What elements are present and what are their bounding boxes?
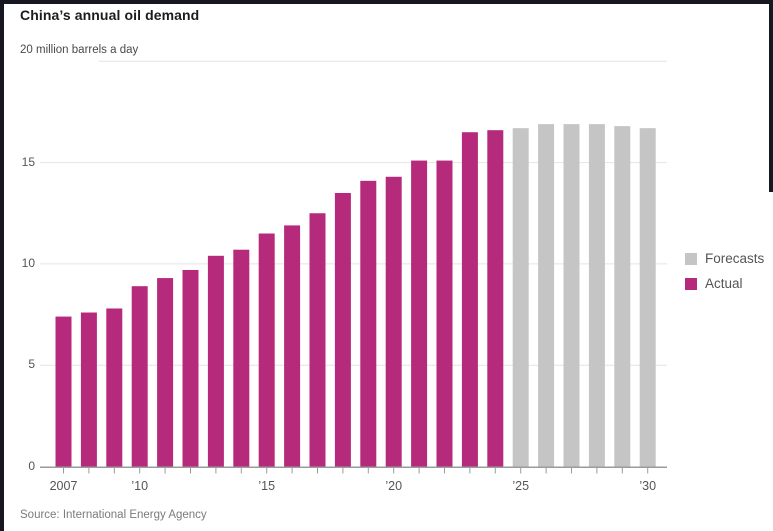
x-tick-label-2010: ’10: [131, 479, 149, 493]
forecasts-swatch-icon: [685, 252, 697, 265]
chart-title: China’s annual oil demand: [20, 7, 200, 23]
window-border-left: [0, 0, 4, 531]
bar-2020: [385, 176, 402, 467]
bar-2026: [538, 124, 555, 467]
bar-2016: [284, 225, 301, 467]
source-note: Source: International Energy Agency: [20, 509, 207, 521]
bar-2013: [207, 255, 224, 467]
bar-2008: [80, 312, 97, 467]
legend-item-actual: Actual: [685, 276, 764, 291]
window-border-top: [0, 0, 773, 4]
legend-label-actual: Actual: [705, 276, 743, 291]
bar-2011: [157, 278, 174, 467]
y-tick-label-15: 15: [21, 154, 35, 169]
actual-swatch-icon: [685, 277, 697, 290]
y-tick-label-0: 0: [28, 458, 35, 473]
y-axis-unit-label: 20 million barrels a day: [20, 44, 139, 56]
bar-2021: [411, 160, 428, 467]
x-tick-label-2015: ’15: [258, 479, 276, 493]
bar-2014: [233, 249, 250, 467]
x-tick-label-2020: ’20: [385, 479, 403, 493]
bar-2024: [487, 130, 504, 467]
bar-2012: [182, 269, 199, 467]
x-tick-label-2030: ’30: [639, 479, 657, 493]
y-tick-label-5: 5: [28, 357, 35, 372]
bar-2027: [563, 124, 580, 467]
bar-2022: [436, 160, 453, 467]
legend: Forecasts Actual: [685, 251, 764, 301]
y-tick-label-10: 10: [21, 255, 35, 270]
x-tick-label-2007: 2007: [49, 479, 78, 493]
bar-2007: [55, 316, 72, 467]
bar-2010: [131, 286, 148, 467]
window-border-right: [769, 0, 773, 192]
bar-2009: [106, 308, 123, 467]
bar-2023: [461, 132, 478, 467]
bar-2029: [614, 126, 631, 467]
legend-label-forecasts: Forecasts: [705, 251, 765, 266]
bar-2019: [360, 180, 377, 467]
x-tick-label-2025: ’25: [512, 479, 530, 493]
bar-2018: [334, 192, 351, 467]
legend-item-forecasts: Forecasts: [685, 251, 764, 266]
x-axis-labels: 2007 ’10 ’15 ’20 ’25 ’30: [0, 479, 773, 495]
bar-2028: [588, 124, 605, 467]
bar-2015: [258, 233, 275, 467]
bar-2025: [512, 128, 529, 467]
bar-2030: [639, 128, 656, 467]
bar-2017: [309, 213, 326, 467]
